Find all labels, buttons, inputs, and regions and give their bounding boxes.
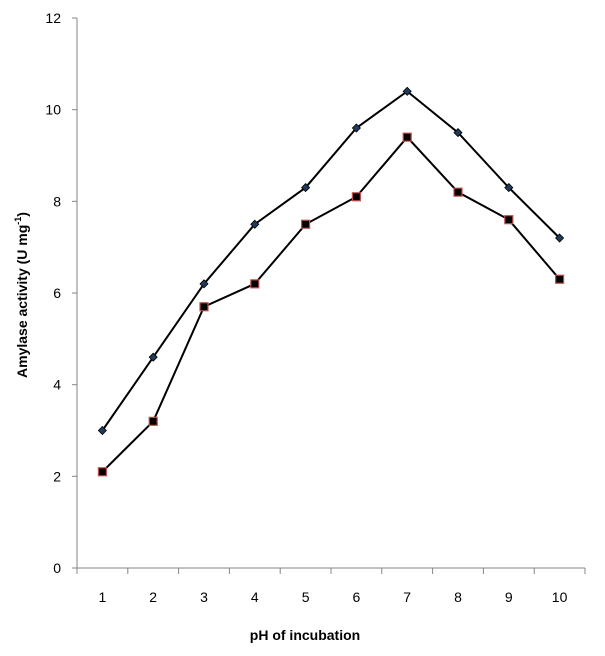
series-2-point [554, 274, 565, 284]
series-2-point [148, 416, 158, 426]
y-axis-title: Amylase activity (U mg-1) [13, 212, 30, 378]
y-tick-label: 10 [45, 102, 61, 118]
series-1 [97, 86, 565, 436]
y-tick-label: 8 [53, 193, 61, 209]
series-1-point [97, 425, 107, 436]
series-2-point [97, 467, 108, 477]
y-tick-label: 4 [53, 377, 61, 393]
y-axis-ticks: 0 2 4 6 8 10 12 [45, 10, 77, 576]
x-tick-label: 3 [200, 589, 208, 605]
x-tick-label: 6 [353, 589, 361, 605]
x-tick-label: 2 [149, 589, 157, 605]
x-tick-label: 9 [505, 589, 513, 605]
series-1-point [504, 183, 514, 193]
series-1-line [101, 90, 561, 432]
series-1-point [453, 128, 463, 138]
series-2 [97, 132, 565, 477]
y-tick-label: 2 [53, 468, 61, 484]
series-1-point [351, 123, 361, 133]
series-1-point [555, 233, 565, 243]
series-1-point [402, 86, 412, 96]
series-1-point [250, 219, 260, 229]
chart-axes [76, 18, 585, 569]
x-tick-label: 8 [454, 589, 462, 605]
x-tick-label: 5 [302, 589, 310, 605]
y-tick-label: 6 [53, 285, 61, 301]
chart-series [97, 86, 565, 477]
series-2-point [453, 187, 463, 197]
series-2-point [250, 279, 260, 289]
y-axis-title-superscript: -1 [13, 217, 23, 225]
series-2-point [402, 132, 412, 142]
x-axis-ticks: 1 2 3 4 5 6 7 8 9 10 [76, 568, 586, 605]
series-1-point [301, 183, 311, 193]
y-axis-title-close: ) [14, 212, 30, 217]
series-2-line [101, 135, 561, 473]
y-axis-title-main: Amylase activity (U mg [14, 225, 30, 378]
x-axis-title: pH of incubation [250, 627, 360, 643]
series-2-point [351, 192, 361, 202]
y-tick-label: 0 [53, 560, 61, 576]
x-tick-label: 1 [99, 589, 107, 605]
x-tick-label: 4 [251, 589, 259, 605]
series-1-point [199, 279, 209, 289]
x-tick-label: 7 [403, 589, 411, 605]
y-tick-label: 12 [45, 10, 61, 26]
series-1-point [148, 352, 158, 362]
series-2-point [301, 219, 311, 229]
series-2-point [199, 302, 209, 312]
series-2-point [504, 215, 514, 225]
x-tick-label: 10 [552, 589, 568, 605]
